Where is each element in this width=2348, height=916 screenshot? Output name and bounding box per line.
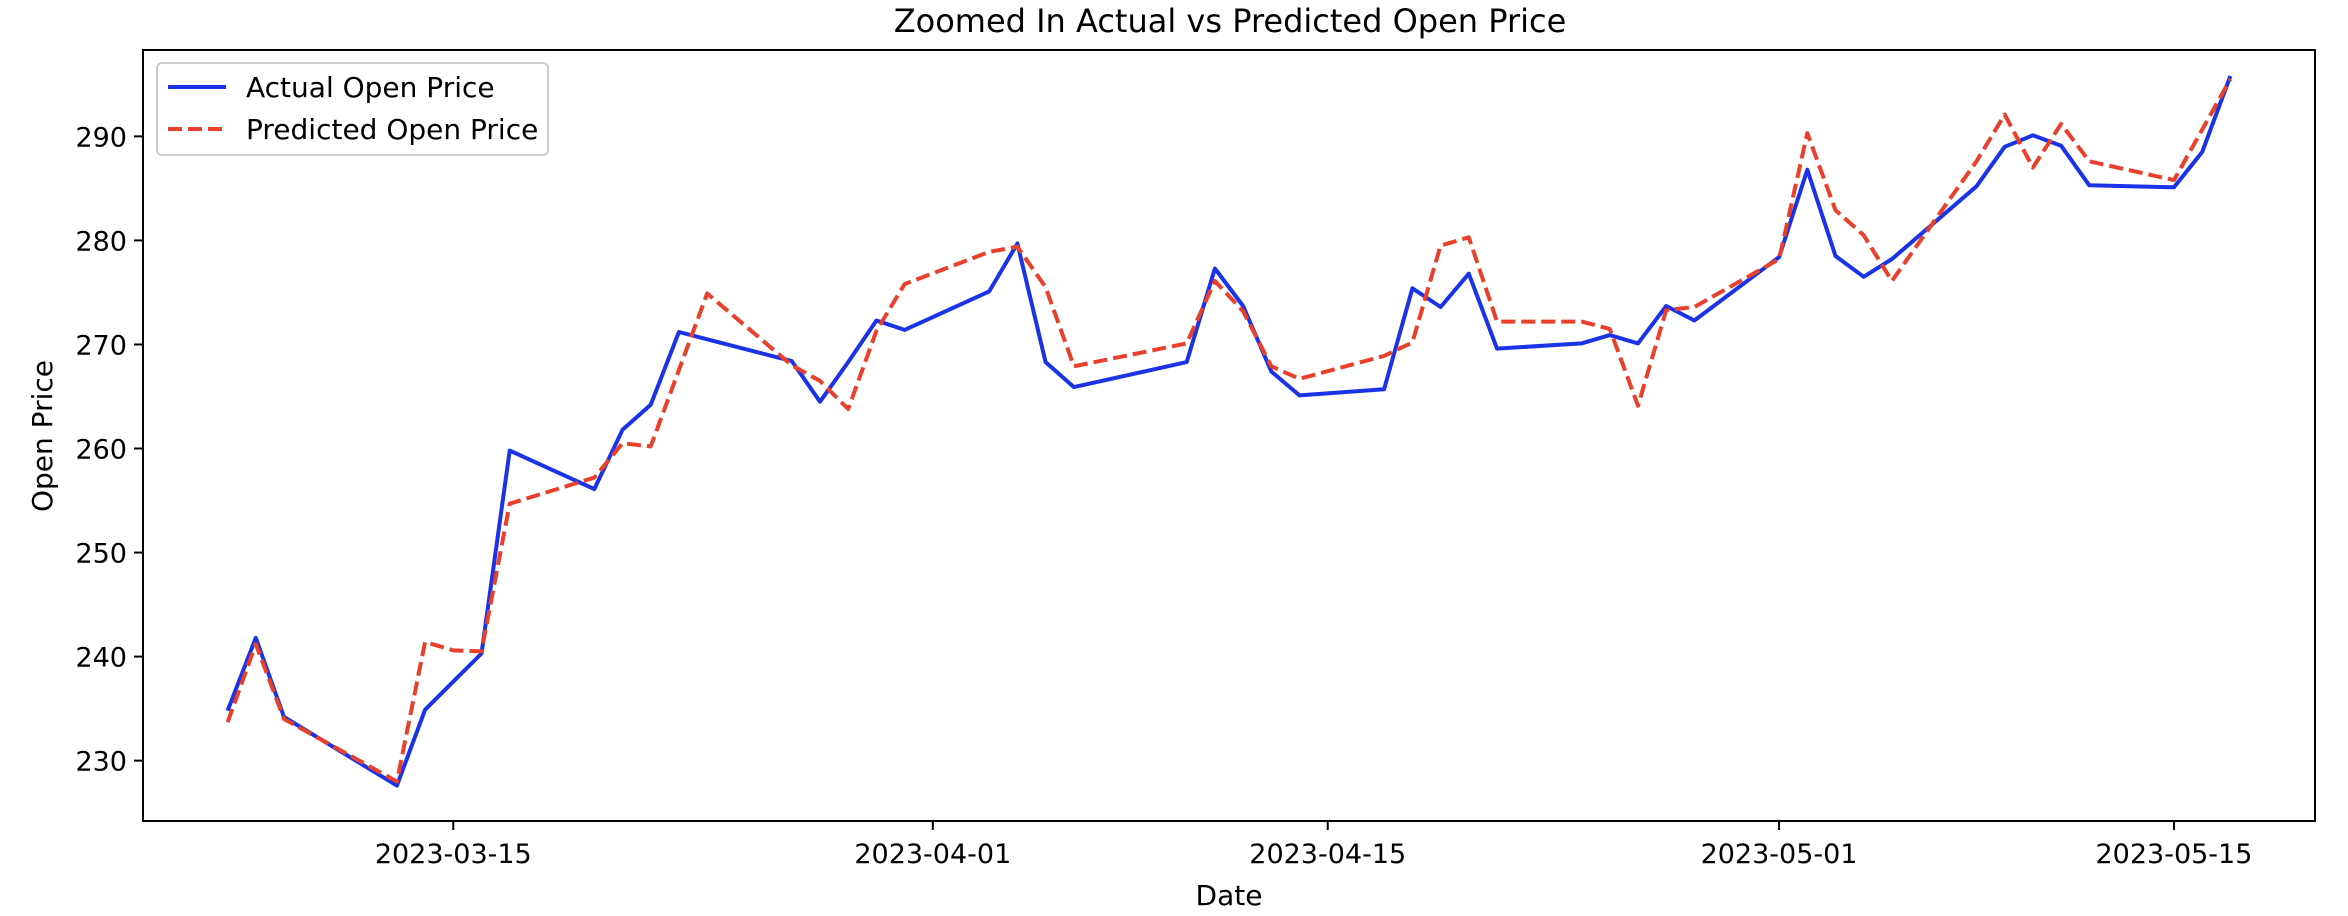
x-tick-label: 2023-03-15 [375,839,532,870]
y-axis-label: Open Price [26,360,59,512]
y-tick-label: 260 [75,435,127,466]
legend-label-actual: Actual Open Price [246,71,495,104]
x-tick-label: 2023-05-15 [2096,839,2253,870]
x-tick-label: 2023-04-01 [854,839,1011,870]
chart-title: Zoomed In Actual vs Predicted Open Price [894,2,1567,40]
y-tick-label: 270 [75,330,127,361]
x-tick-label: 2023-05-01 [1701,839,1858,870]
y-tick-label: 280 [75,226,127,257]
y-axis-ticks: 230 240 250 260 270 280 290 [75,122,143,778]
x-axis-ticks: 2023-03-15 2023-04-01 2023-04-15 2023-05-01… [375,821,2253,870]
legend: Actual Open Price Predicted Open Price [156,62,549,156]
actual-open-price-line [225,75,2233,788]
plot-lines [225,75,2233,788]
plot-frame [142,49,2316,822]
x-tick-label: 2023-04-15 [1249,839,1406,870]
legend-box [156,62,549,156]
y-tick-label: 250 [75,539,127,570]
y-tick-label: 290 [75,122,127,153]
legend-label-predicted: Predicted Open Price [246,113,538,146]
y-tick-label: 240 [75,643,127,674]
y-tick-label: 230 [75,747,127,778]
x-axis-label: Date [1196,879,1263,912]
